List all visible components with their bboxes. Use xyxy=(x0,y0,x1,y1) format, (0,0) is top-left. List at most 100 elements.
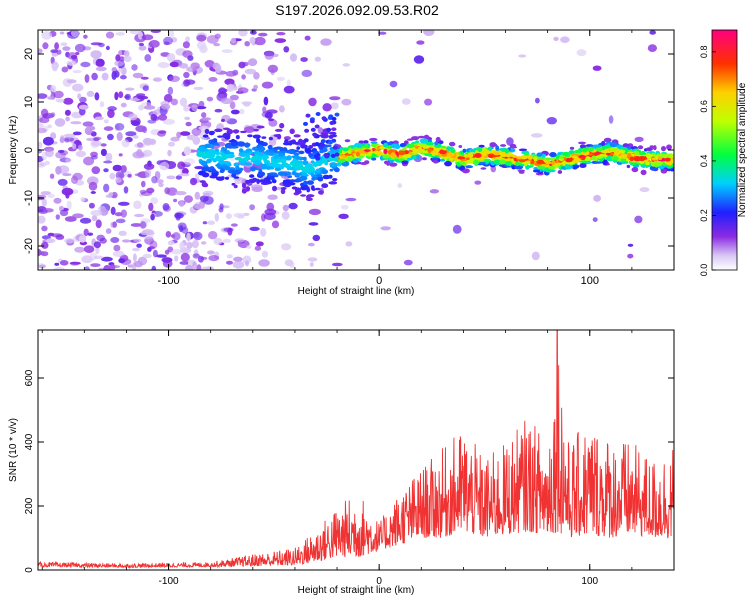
spectrogram-cell xyxy=(378,31,387,35)
spectrogram-cell xyxy=(148,202,154,212)
spectrogram-cell xyxy=(530,133,543,138)
spectrogram-cell xyxy=(90,191,97,194)
spectrogram-cell xyxy=(93,255,104,260)
spectrogram-cell xyxy=(520,164,525,167)
spectrogram-cell xyxy=(216,163,221,169)
spectrogram-cell xyxy=(576,49,587,57)
spectrogram-cell xyxy=(211,142,220,146)
spectrogram-cell xyxy=(579,144,587,149)
spectrogram-cell xyxy=(191,104,198,112)
spectrogram-cell xyxy=(328,114,334,119)
spectrogram-cell xyxy=(306,187,311,193)
snr-x-axis-label: Height of straight line (km) xyxy=(298,585,415,596)
spectrogram-cell xyxy=(232,129,240,134)
spectrogram-cell xyxy=(143,163,155,170)
spectrogram-cell xyxy=(434,141,439,146)
spectrogram-cell xyxy=(267,118,275,122)
spectrogram-cell xyxy=(115,177,122,183)
spectrogram-cell xyxy=(105,31,115,39)
spectrogram-cell xyxy=(465,165,473,169)
spectrogram-cell xyxy=(159,161,170,171)
spectrogram-cell xyxy=(289,53,298,62)
spectrogram-cell xyxy=(264,51,274,60)
spectrogram-cell xyxy=(182,41,190,49)
spectrogram-cell xyxy=(317,176,324,182)
spectrogram-cell xyxy=(120,102,127,108)
snr-series-line xyxy=(38,330,674,570)
spectrogram-cell xyxy=(180,252,190,262)
spectrogram-cell xyxy=(293,149,300,153)
spectrogram-cell xyxy=(474,180,482,185)
spectrogram-cell xyxy=(261,81,274,89)
spectrogram-cell xyxy=(204,128,210,134)
spectrogram-cell xyxy=(95,247,100,255)
spectrogram-cell xyxy=(279,122,285,129)
spectrogram-cell xyxy=(505,161,511,166)
y-tick-label: 0 xyxy=(24,567,35,573)
spectrogram-cell xyxy=(627,243,634,247)
spectrogram-cell xyxy=(204,143,212,148)
spectrogram-cell xyxy=(301,172,308,176)
spectrogram-cell xyxy=(148,40,160,48)
spectrogram-cell xyxy=(167,149,172,157)
spectrogram-cell xyxy=(506,137,514,146)
spectrogram-cell xyxy=(637,145,644,150)
spectrogram-cell xyxy=(271,220,280,229)
spectrogram-cell xyxy=(132,151,145,159)
spectrogram-cell xyxy=(98,42,105,48)
spectrogram-cell xyxy=(338,158,346,163)
spectrogram-cell xyxy=(389,80,398,88)
spectrogram-cell xyxy=(613,150,621,156)
spectrogram-cell xyxy=(173,198,178,203)
spectrogram-cell xyxy=(283,85,295,94)
spectrogram-cell xyxy=(223,227,234,232)
spectrogram-cell xyxy=(568,158,573,162)
spectrogram-cell xyxy=(191,261,198,270)
spectrogram-cell xyxy=(199,45,208,54)
spectrogram-cell xyxy=(238,148,244,153)
spectrogram-cell xyxy=(660,168,668,174)
spectrogram-cell xyxy=(213,43,221,47)
spectrogram-cell xyxy=(295,189,302,194)
spectrogram-cell xyxy=(222,238,231,243)
spectrogram-cell xyxy=(308,97,317,107)
spectrogram-cell xyxy=(199,146,204,152)
spectrogram-cell xyxy=(433,160,439,164)
spectrogram-cell xyxy=(282,204,289,212)
spectrogram-cell xyxy=(231,138,236,142)
spectrogram-cell xyxy=(620,153,628,159)
spectrogram-cell xyxy=(260,155,270,160)
spectrogram-cell xyxy=(321,169,326,174)
spectrogram-cell xyxy=(345,241,353,247)
spectrogram-cell xyxy=(258,32,268,37)
spectrogram-cell xyxy=(533,169,541,173)
spectrogram-cell xyxy=(193,201,206,210)
spectrogram-cell xyxy=(493,159,502,165)
spectrogram-cell xyxy=(319,143,325,148)
spectrogram-cell xyxy=(78,235,87,243)
spectrogram-cell xyxy=(152,77,162,82)
spectrogram-cell xyxy=(193,231,203,241)
spectrogram-cell xyxy=(244,162,253,166)
spectrogram-cell xyxy=(518,159,527,163)
spectrogram-cell xyxy=(301,69,313,77)
spectrogram-cell xyxy=(261,136,267,139)
spectrogram-cell xyxy=(284,259,294,267)
spectrogram-cell xyxy=(498,152,504,156)
spectrogram-cell xyxy=(536,159,545,165)
spectrogram-cell xyxy=(230,141,237,147)
spectrogram-cell xyxy=(38,162,47,168)
spectrogram-cell xyxy=(191,240,199,249)
spectrogram-cell xyxy=(412,148,420,154)
spectrogram-cell xyxy=(242,255,252,264)
spectrogram-cell xyxy=(296,157,303,161)
spectrogram-cell xyxy=(282,147,288,152)
snr-panel: -100 0 100 0 200 400 600 Height of straight l… xyxy=(8,329,675,596)
spectrogram-cell xyxy=(72,83,84,92)
y-tick-label: 20 xyxy=(23,48,35,60)
spectrogram-cell xyxy=(450,149,456,153)
spectrogram-cell xyxy=(158,114,168,121)
spectrogram-cell xyxy=(235,135,240,140)
spectrogram-cell xyxy=(225,70,237,77)
